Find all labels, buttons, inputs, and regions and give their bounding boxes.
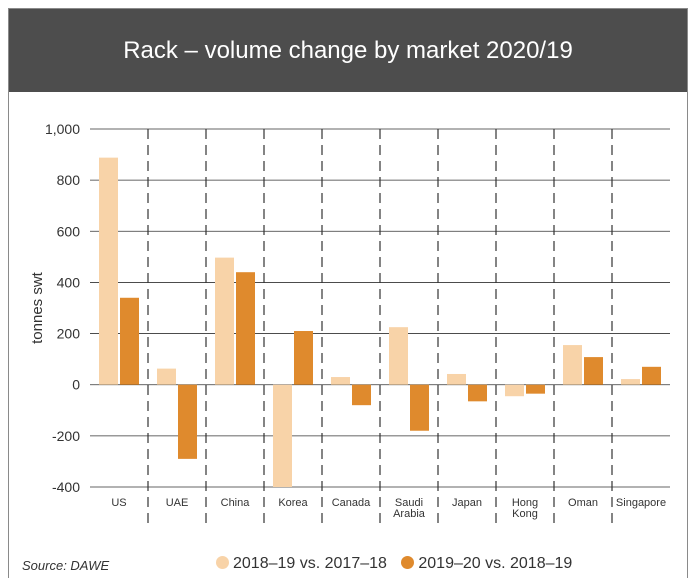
x-category-label: Canada bbox=[332, 497, 371, 509]
x-category-label: Korea bbox=[278, 497, 308, 509]
x-category-label: China bbox=[221, 497, 251, 509]
chart-header: Rack – volume change by market 2020/19 bbox=[9, 9, 687, 92]
bar-1 bbox=[157, 368, 176, 385]
y-tick-label: 400 bbox=[57, 274, 81, 290]
bar-1 bbox=[331, 377, 350, 385]
legend-label-series-1: 2018–19 vs. 2017–18 bbox=[233, 555, 387, 572]
y-tick-label: 600 bbox=[57, 223, 81, 239]
bar-2 bbox=[352, 384, 371, 406]
bar-2 bbox=[468, 384, 487, 402]
bar-1 bbox=[389, 327, 408, 385]
x-category-label: UAE bbox=[166, 497, 189, 509]
x-category-label: Japan bbox=[452, 497, 482, 509]
legend-item-series-1: 2018–19 vs. 2017–18 bbox=[216, 555, 387, 573]
x-category-label: US bbox=[111, 497, 126, 509]
chart-legend: 2018–19 vs. 2017–18 2019–20 vs. 2018–19 bbox=[216, 555, 582, 573]
y-axis-label: tonnes swt bbox=[29, 271, 46, 344]
bar-1 bbox=[621, 379, 640, 385]
bar-2 bbox=[642, 366, 661, 385]
y-tick-label: -400 bbox=[52, 479, 80, 495]
y-tick-label: 1,000 bbox=[45, 121, 80, 137]
bar-1 bbox=[505, 384, 524, 397]
x-category-label: Saudi bbox=[395, 497, 423, 509]
chart-frame: Rack – volume change by market 2020/19 bbox=[8, 8, 688, 578]
bar-2 bbox=[178, 384, 197, 459]
bar-2 bbox=[294, 331, 313, 385]
bar-2 bbox=[236, 272, 255, 385]
bar-2 bbox=[120, 297, 139, 385]
x-category-label: Oman bbox=[568, 497, 598, 509]
y-tick-label: 0 bbox=[72, 377, 80, 393]
y-tick-label: 800 bbox=[57, 172, 81, 188]
legend-label-series-2: 2019–20 vs. 2018–19 bbox=[418, 555, 573, 572]
legend-item-series-2: 2019–20 vs. 2018–19 bbox=[401, 555, 572, 573]
source-note: Source: DAWE bbox=[22, 558, 110, 573]
y-tick-label: -200 bbox=[52, 428, 80, 444]
bar-1 bbox=[99, 157, 118, 385]
bar-2 bbox=[526, 384, 545, 394]
x-category-label: Arabia bbox=[393, 508, 426, 520]
legend-swatch-series-2 bbox=[401, 556, 415, 569]
x-category-label: Hong bbox=[512, 497, 538, 509]
bar-1 bbox=[447, 373, 466, 385]
x-category-label: Kong bbox=[512, 508, 538, 520]
bar-1 bbox=[273, 384, 292, 487]
bar-1 bbox=[215, 257, 234, 385]
bar-1 bbox=[563, 345, 582, 385]
y-tick-label: 200 bbox=[57, 326, 81, 342]
x-category-label: Singapore bbox=[616, 497, 666, 509]
bar-2 bbox=[584, 357, 603, 385]
legend-swatch-series-1 bbox=[216, 556, 229, 569]
bar-2 bbox=[410, 384, 429, 431]
chart-title: Rack – volume change by market 2020/19 bbox=[123, 37, 573, 64]
